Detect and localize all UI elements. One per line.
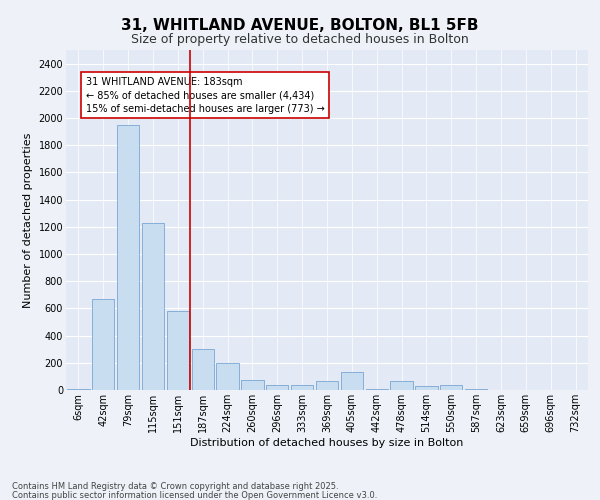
Bar	[217, 363, 239, 390]
Bar	[341, 372, 363, 390]
Text: Contains public sector information licensed under the Open Government Licence v3: Contains public sector information licen…	[12, 490, 377, 500]
X-axis label: Distribution of detached houses by size in Bolton: Distribution of detached houses by size …	[190, 438, 464, 448]
Bar	[316, 381, 338, 390]
Bar	[391, 381, 413, 390]
Text: 31 WHITLAND AVENUE: 183sqm
← 85% of detached houses are smaller (4,434)
15% of s: 31 WHITLAND AVENUE: 183sqm ← 85% of deta…	[86, 77, 325, 114]
Bar	[67, 388, 89, 390]
Y-axis label: Number of detached properties: Number of detached properties	[23, 132, 33, 308]
Bar	[191, 349, 214, 390]
Bar	[241, 380, 263, 390]
Bar	[266, 384, 289, 390]
Text: Size of property relative to detached houses in Bolton: Size of property relative to detached ho…	[131, 32, 469, 46]
Bar	[167, 311, 189, 390]
Bar	[415, 386, 437, 390]
Text: Contains HM Land Registry data © Crown copyright and database right 2025.: Contains HM Land Registry data © Crown c…	[12, 482, 338, 491]
Bar	[92, 299, 115, 390]
Bar	[291, 384, 313, 390]
Bar	[440, 385, 463, 390]
Bar	[142, 222, 164, 390]
Text: 31, WHITLAND AVENUE, BOLTON, BL1 5FB: 31, WHITLAND AVENUE, BOLTON, BL1 5FB	[121, 18, 479, 32]
Bar	[117, 125, 139, 390]
